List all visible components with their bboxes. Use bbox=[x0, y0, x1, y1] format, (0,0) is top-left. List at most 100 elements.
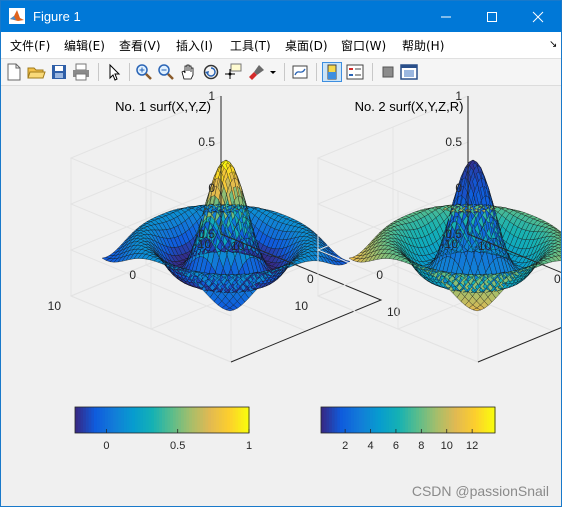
colorbar-band bbox=[375, 407, 379, 433]
y-tick-label: -10 bbox=[194, 237, 212, 251]
rotate-3d-icon[interactable] bbox=[201, 62, 221, 82]
brush-dropdown-icon[interactable] bbox=[267, 62, 279, 82]
menu-view[interactable]: 查看(V) bbox=[119, 39, 161, 53]
colorbar-band bbox=[372, 407, 376, 433]
menu-tools[interactable]: 工具(T) bbox=[230, 39, 271, 53]
colorbar-band bbox=[451, 407, 455, 433]
colorbar-band bbox=[486, 407, 491, 433]
save-icon[interactable] bbox=[49, 62, 69, 82]
pan-icon[interactable] bbox=[178, 62, 198, 82]
colorbar-band bbox=[181, 407, 185, 433]
menu-edit[interactable]: 编辑(E) bbox=[64, 39, 105, 53]
colorbar-band bbox=[410, 407, 415, 433]
colorbar-band bbox=[337, 407, 341, 433]
colorbar-band bbox=[213, 407, 217, 433]
colorbar-band bbox=[224, 407, 228, 433]
close-button[interactable] bbox=[515, 1, 561, 32]
menu-dock-arrow[interactable]: ↘ bbox=[549, 39, 558, 50]
colorbar-tick-label: 12 bbox=[466, 440, 478, 452]
colorbar-band bbox=[104, 407, 109, 433]
colorbar-band bbox=[113, 407, 117, 433]
colorbar-band bbox=[350, 407, 355, 433]
brush-icon[interactable] bbox=[247, 62, 267, 82]
colorbar-band bbox=[175, 407, 179, 433]
colorbar-band bbox=[397, 407, 401, 433]
y-tick-label: 0 bbox=[129, 268, 136, 282]
colorbar-band bbox=[219, 407, 223, 433]
colorbar-band bbox=[418, 407, 423, 433]
colorbar-band bbox=[326, 407, 330, 433]
colorbar-band bbox=[421, 407, 425, 433]
menu-desktop[interactable]: 桌面(D) bbox=[285, 39, 328, 53]
z-tick-label: 0.5 bbox=[445, 135, 462, 149]
new-figure-icon[interactable] bbox=[4, 62, 24, 82]
pointer-icon[interactable] bbox=[104, 62, 124, 82]
maximize-icon bbox=[487, 11, 497, 22]
minimize-button[interactable] bbox=[423, 1, 469, 32]
colorbar-band bbox=[405, 407, 409, 433]
colorbar-band bbox=[246, 407, 250, 433]
colorbar-band bbox=[429, 407, 434, 433]
colorbar-band bbox=[427, 407, 431, 433]
colorbar-band bbox=[221, 407, 226, 433]
surface-patch bbox=[553, 234, 561, 239]
toolbar-separator bbox=[129, 63, 130, 81]
colorbar-tick-label: 10 bbox=[441, 440, 453, 452]
colorbar: 0 0.5 1 bbox=[74, 406, 252, 452]
colorbar-band bbox=[361, 407, 366, 433]
surface-patch bbox=[558, 251, 561, 254]
colorbar-band bbox=[394, 407, 398, 433]
figure-area: 1 0.5 0 -0.5 10 0 -10 10 0 -10 No. 1 surf(X,Y,Z) 0 0… bbox=[1, 86, 561, 506]
colorbar-band bbox=[186, 407, 190, 433]
maximize-button[interactable] bbox=[469, 1, 515, 32]
colorbar-band bbox=[454, 407, 458, 433]
menu-help[interactable]: 帮助(H) bbox=[402, 39, 445, 53]
legend-icon[interactable] bbox=[345, 62, 365, 82]
x-tick-label: 0 bbox=[307, 272, 314, 286]
colorbar-tick-label: 1 bbox=[246, 440, 252, 452]
colorbar-tick-label: 0 bbox=[103, 440, 109, 452]
zoom-out-icon[interactable] bbox=[156, 62, 176, 82]
colorbar-band bbox=[443, 407, 447, 433]
link-plot-icon[interactable] bbox=[290, 62, 310, 82]
hide-plot-tools-icon[interactable] bbox=[378, 62, 398, 82]
colorbar-band bbox=[416, 407, 420, 433]
zoom-in-icon[interactable] bbox=[134, 62, 154, 82]
print-icon[interactable] bbox=[71, 62, 91, 82]
colorbar-band bbox=[386, 407, 390, 433]
toolbar-separator bbox=[284, 63, 285, 81]
colorbar-band bbox=[191, 407, 196, 433]
colorbar-band bbox=[167, 407, 171, 433]
colorbar-band bbox=[156, 407, 160, 433]
colorbar-band bbox=[205, 407, 209, 433]
y-tick-label: 10 bbox=[48, 299, 62, 313]
colorbar-band bbox=[85, 407, 90, 433]
plot-title: No. 1 surf(X,Y,Z) bbox=[115, 99, 211, 114]
colorbar-band bbox=[342, 407, 347, 433]
colorbar-band bbox=[345, 407, 349, 433]
colorbar-band bbox=[489, 407, 493, 433]
plot-title: No. 2 surf(X,Y,Z,R) bbox=[355, 99, 464, 114]
colorbar-band bbox=[118, 407, 122, 433]
menu-file[interactable]: 文件(F) bbox=[10, 39, 51, 53]
open-icon[interactable] bbox=[26, 62, 46, 82]
axis-line bbox=[220, 233, 383, 363]
colorbar-band bbox=[232, 407, 237, 433]
colorbar-band bbox=[329, 407, 333, 433]
colorbar-band bbox=[197, 407, 201, 433]
colorbar-band bbox=[359, 407, 363, 433]
toolbar-separator bbox=[316, 63, 317, 81]
data-cursor-icon[interactable] bbox=[223, 62, 243, 82]
title-bar[interactable]: Figure 1 bbox=[1, 1, 561, 32]
colorbar-icon[interactable] bbox=[322, 62, 342, 82]
menu-window[interactable]: 窗口(W) bbox=[341, 39, 387, 53]
colorbar-band bbox=[137, 407, 141, 433]
colorbar-frame bbox=[320, 406, 496, 434]
colorbar-band bbox=[399, 407, 404, 433]
show-plot-tools-icon[interactable] bbox=[399, 62, 419, 82]
surface-patch bbox=[558, 247, 561, 250]
menu-insert[interactable]: 插入(I) bbox=[176, 39, 213, 53]
colorbar-band bbox=[478, 407, 483, 433]
surface-patch bbox=[558, 255, 561, 259]
